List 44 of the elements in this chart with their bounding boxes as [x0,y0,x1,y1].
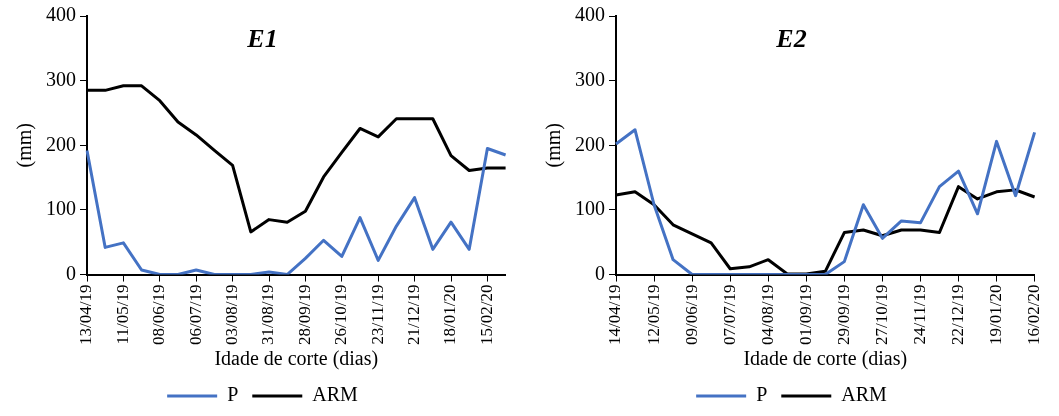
x-tick-label: 29/09/19 [833,284,853,346]
y-tick-label: 100 [575,197,605,220]
y-tick-label: 200 [46,132,76,155]
legend-label: ARM [841,383,888,406]
x-tick-label: 13/04/19 [76,284,96,346]
x-tick-label: 18/01/20 [440,284,460,346]
x-tick-label: 08/06/19 [149,284,169,346]
x-tick-label: 28/09/19 [294,284,314,346]
x-tick-label: 26/10/19 [331,284,351,346]
x-tick-label: 23/11/19 [367,284,387,345]
legend-label: P [756,383,768,406]
x-tick-label: 27/10/19 [871,284,891,346]
x-tick-label: 01/09/19 [795,284,815,346]
chart-title: E1 [246,24,278,54]
x-tick-label: 06/07/19 [185,284,205,346]
x-tick-label: 21/12/19 [404,284,424,346]
x-tick-label: 07/07/19 [719,284,739,346]
x-tick-label: 12/05/19 [643,284,663,346]
x-tick-label: 14/04/19 [605,284,625,346]
y-tick-label: 0 [66,261,76,284]
x-tick-label: 16/02/20 [1024,284,1044,346]
y-tick-label: 100 [46,197,76,220]
x-tick-label: 15/02/20 [476,284,496,346]
y-axis-title: (mm) [542,123,566,168]
y-tick-label: 0 [595,261,605,284]
x-tick-label: 31/08/19 [258,284,278,346]
chart-title: E2 [775,24,807,54]
y-tick-label: 200 [575,132,605,155]
x-axis-title: Idade de corte (dias) [214,347,379,371]
x-tick-label: 22/12/19 [947,284,967,346]
legend-label: P [227,383,239,406]
y-tick-label: 300 [46,67,76,90]
y-tick-label: 300 [575,67,605,90]
x-tick-label: 19/01/20 [986,284,1006,346]
y-tick-label: 400 [46,3,76,26]
legend-label: ARM [312,383,359,406]
x-tick-label: 24/11/19 [909,284,929,345]
x-axis-title: Idade de corte (dias) [743,347,908,371]
x-tick-label: 09/06/19 [681,284,701,346]
x-tick-label: 04/08/19 [757,284,777,346]
y-tick-label: 400 [575,3,605,26]
x-tick-label: 11/05/19 [112,284,132,345]
y-axis-title: (mm) [13,123,37,168]
x-tick-label: 03/08/19 [222,284,242,346]
